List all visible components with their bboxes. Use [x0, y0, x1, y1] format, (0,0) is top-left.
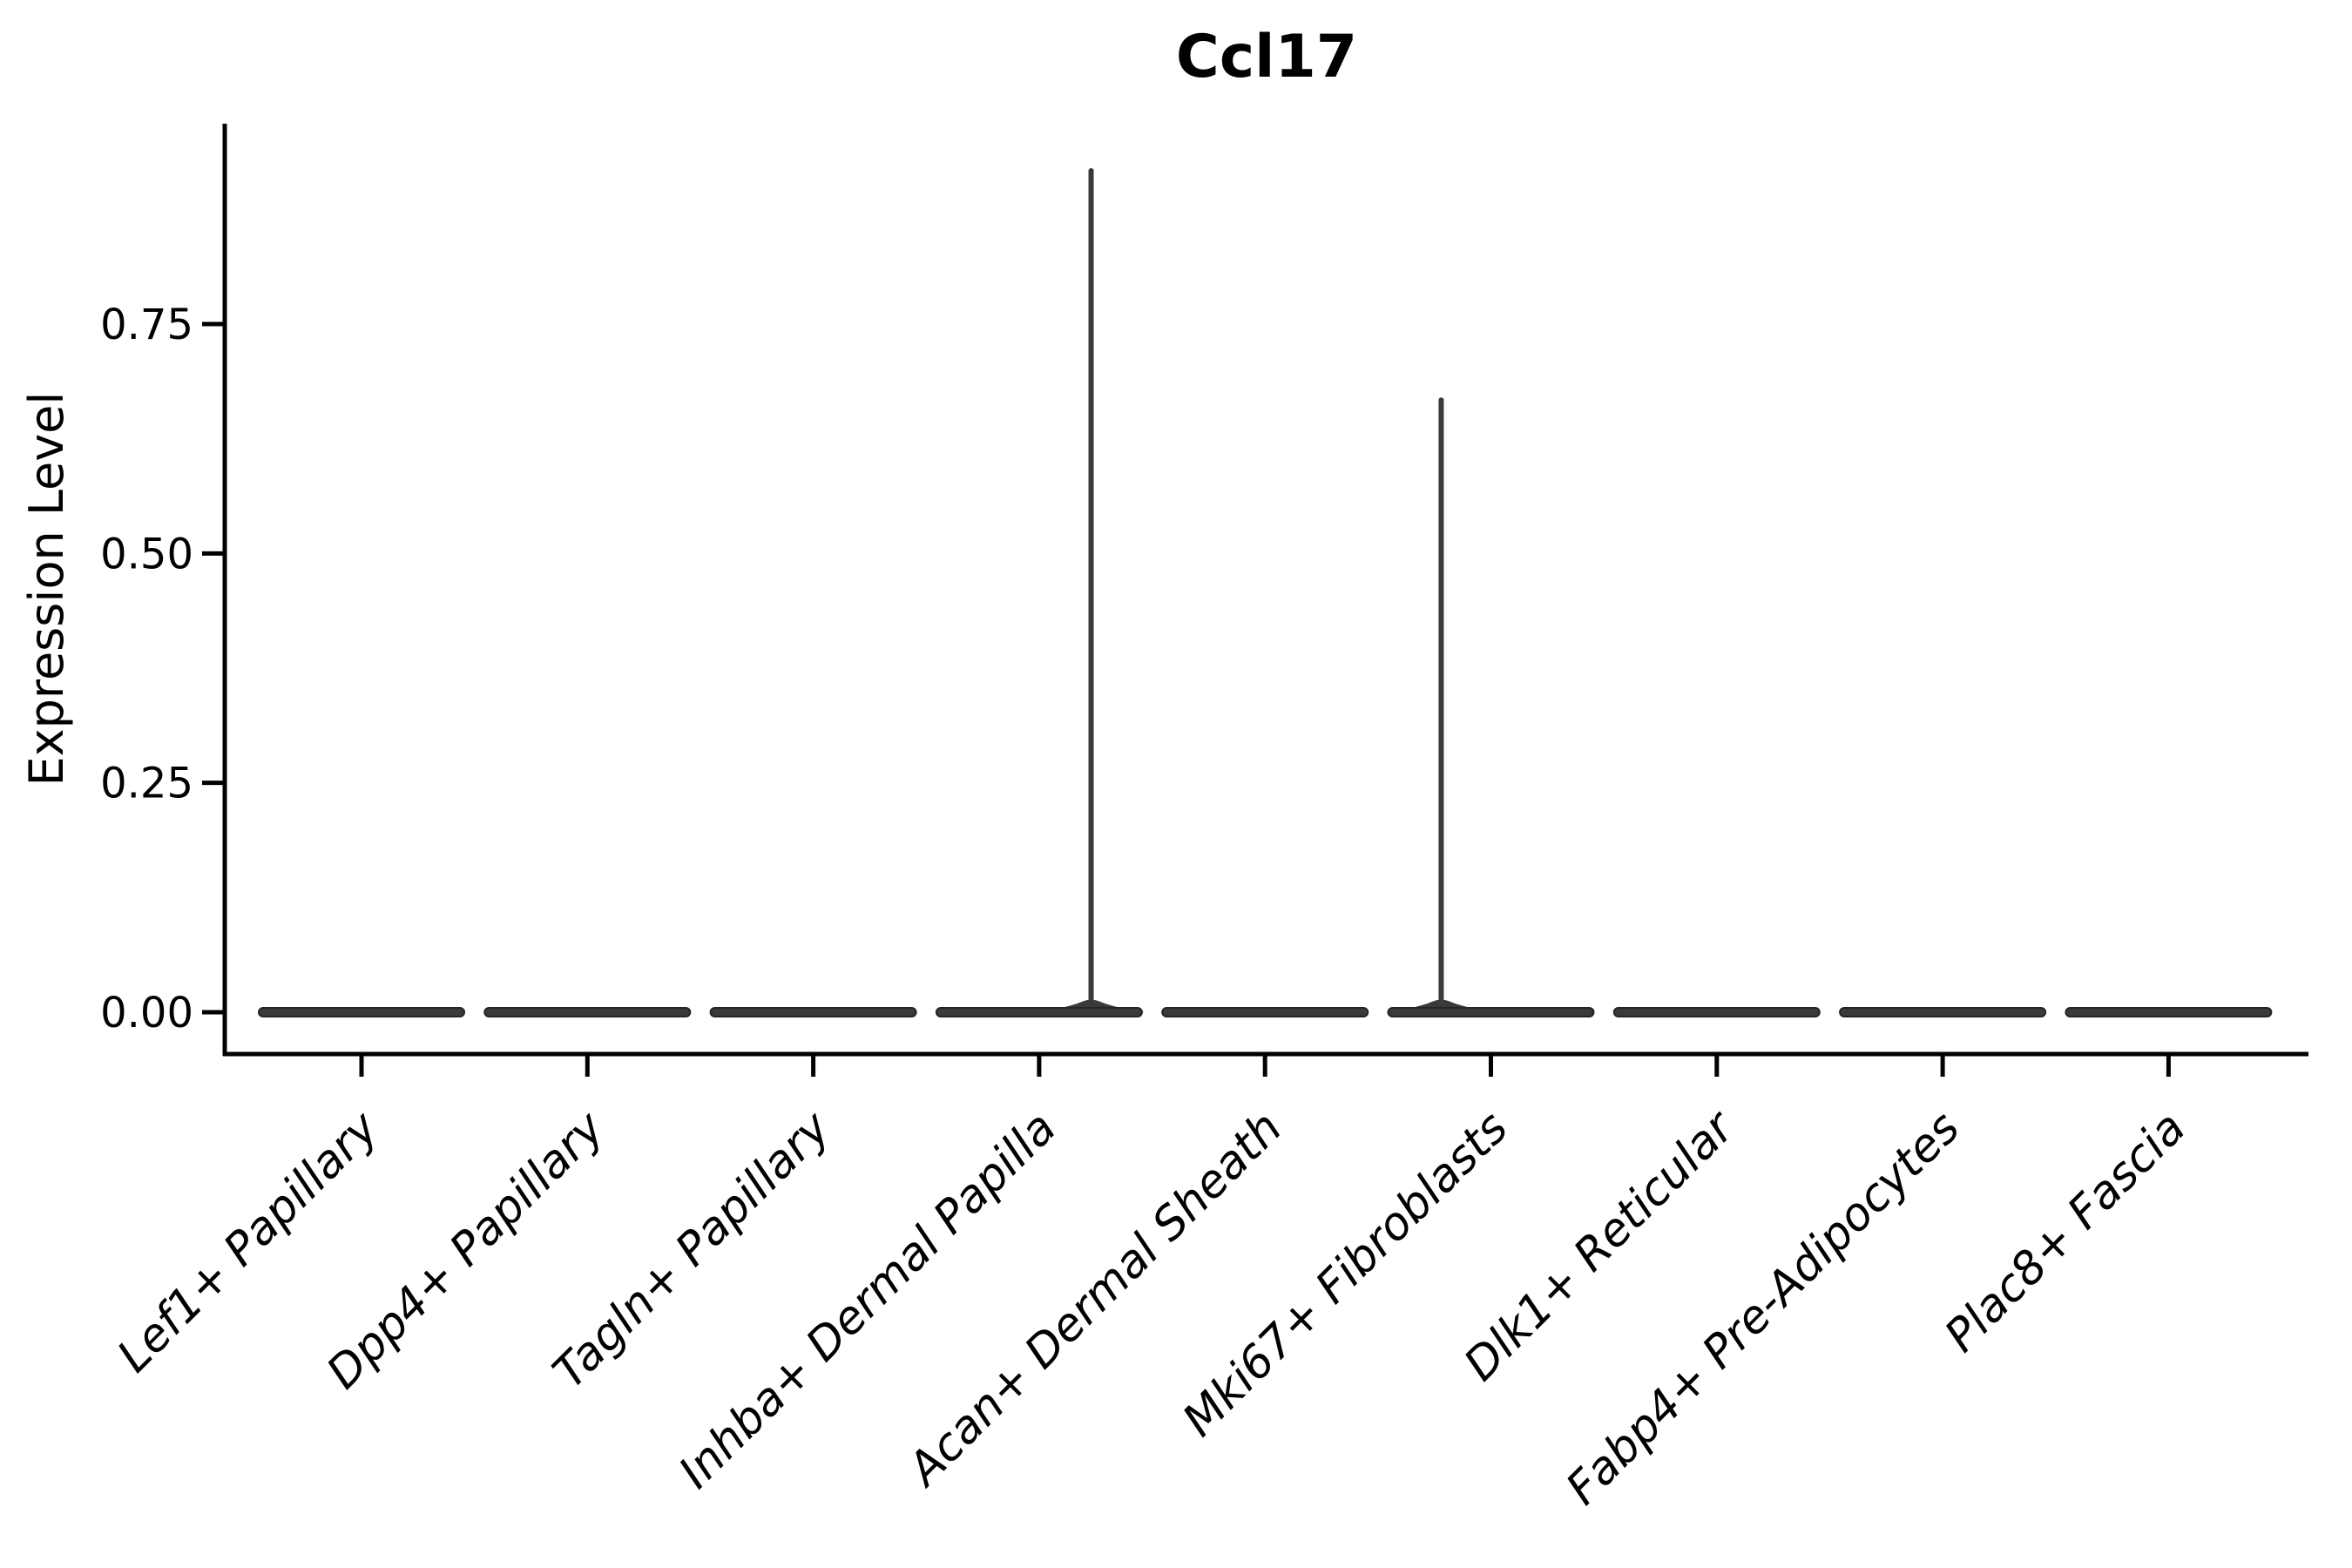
- x-tick-label: Acan+ Dermal Sheath: [896, 1102, 1292, 1497]
- y-tick-label: 0.75: [100, 301, 193, 349]
- y-tick-label: 0.25: [100, 760, 193, 808]
- violin-body: [483, 1007, 692, 1017]
- violin-body: [1839, 1007, 2047, 1017]
- violin-body: [1387, 1007, 1595, 1017]
- violin-body: [258, 1007, 465, 1017]
- violin-body: [2065, 1007, 2273, 1017]
- violin-body: [709, 1007, 917, 1017]
- y-tick-label: 0.50: [100, 530, 193, 578]
- x-tick-label: Inhba+ Dermal Papilla: [669, 1102, 1066, 1499]
- violin-body: [1612, 1007, 1821, 1017]
- x-tick-label: Fabp4+ Pre-Adipocytes: [1557, 1102, 1970, 1516]
- x-tick-label: Plac8+ Fascia: [1935, 1102, 2195, 1362]
- violin-body: [1161, 1007, 1369, 1017]
- violin-body: [935, 1007, 1143, 1017]
- y-tick-label: 0.00: [100, 989, 193, 1037]
- chart-title: Ccl17: [1175, 23, 1358, 91]
